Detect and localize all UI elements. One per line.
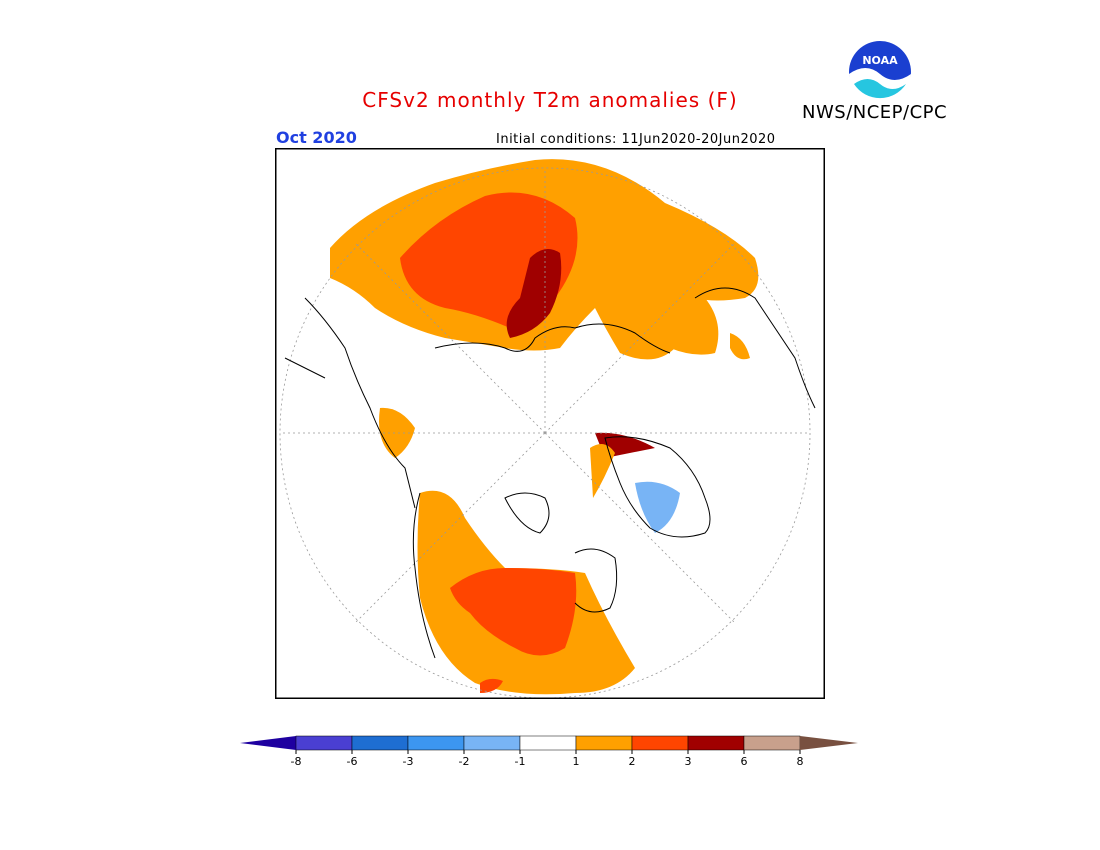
colorbar-bin: [687, 735, 745, 751]
forecast-month: Oct 2020: [276, 128, 357, 147]
anomaly-fill: [330, 159, 759, 695]
noaa-logo: NOAA: [848, 40, 912, 105]
anomaly-region-siberia-orange: [650, 294, 719, 355]
colorbar-arrow-high: [800, 736, 858, 750]
colorbar-bin: [463, 735, 521, 751]
colorbar-bin: [407, 735, 465, 751]
anomaly-region-canada-cool: [635, 481, 680, 533]
colorbar-bin: [519, 735, 577, 751]
colorbar-tick-label: 6: [741, 755, 748, 768]
colorbar-tick-label: -6: [347, 755, 358, 768]
colorbar-tick-label: 1: [573, 755, 580, 768]
colorbar-tick-label: 8: [797, 755, 804, 768]
colorbar-tick-label: -1: [515, 755, 526, 768]
colorbar-tick-label: 3: [685, 755, 692, 768]
coastlines: [284, 287, 816, 659]
meridian-lines: [280, 168, 810, 624]
colorbar-tick-label: -3: [403, 755, 414, 768]
colorbar: -8 -6 -3 -2 -1 1 2 3 6 8: [238, 730, 862, 770]
anomaly-region-bottom-red: [480, 678, 503, 693]
colorbar-bin: [351, 735, 409, 751]
colorbar-tick-label: -8: [291, 755, 302, 768]
colorbar-bin: [295, 735, 353, 751]
anomaly-region-canada-orange: [590, 444, 615, 498]
colorbar-bin: [743, 735, 801, 751]
anomaly-region-eurasia-darkred: [506, 249, 562, 338]
anomaly-region-south-red: [450, 568, 577, 656]
colorbar-arrow-low: [240, 736, 296, 750]
initial-conditions: Initial conditions: 11Jun2020-20Jun2020: [496, 132, 776, 147]
colorbar-bin: [575, 735, 633, 751]
map-title: CFSv2 monthly T2m anomalies (F): [362, 88, 738, 112]
colorbar-bin: [631, 735, 689, 751]
colorbar-tick-label: -2: [459, 755, 470, 768]
map-frame: [274, 147, 826, 700]
anomaly-region-beringia: [730, 333, 750, 360]
agency-label: NWS/NCEP/CPC: [802, 102, 948, 123]
anomaly-map: [274, 147, 826, 700]
logo-text: NOAA: [862, 54, 898, 67]
colorbar-tick-label: 2: [629, 755, 636, 768]
